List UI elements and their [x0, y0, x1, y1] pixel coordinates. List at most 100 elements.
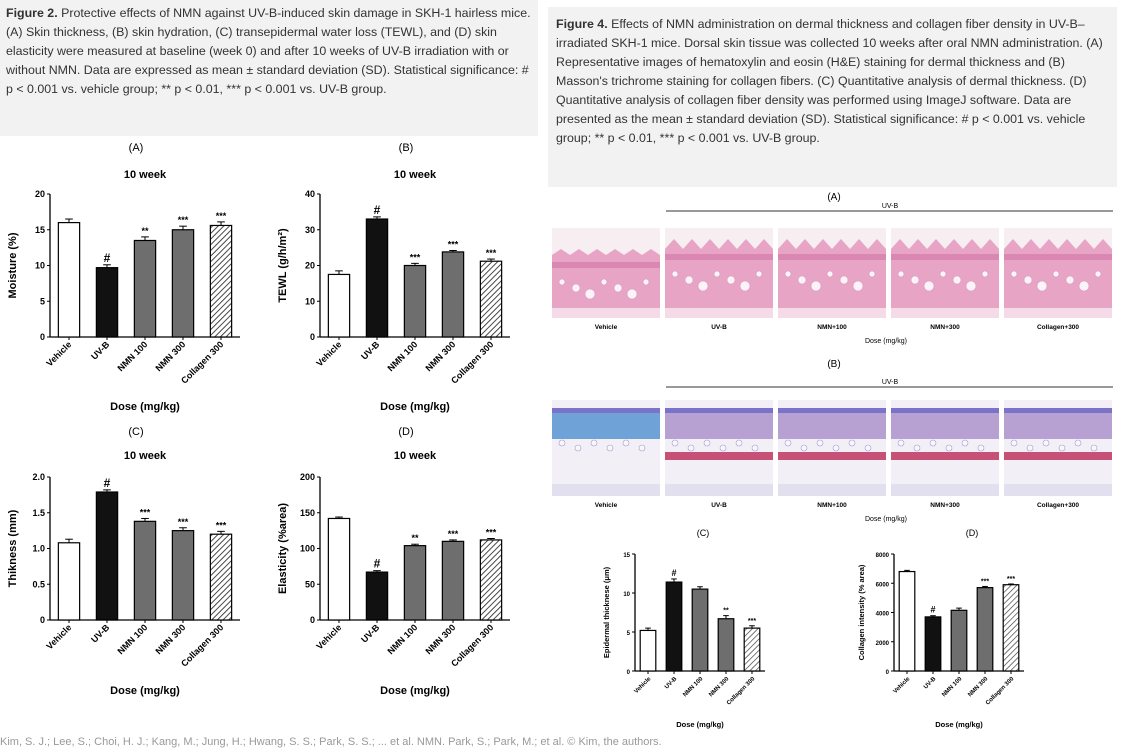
significance-label: # — [930, 605, 935, 615]
y-axis-label: Moisture (%) — [7, 232, 19, 298]
y-tick-label: 10 — [35, 261, 45, 271]
x-axis-label: Dose (mg/kg) — [380, 401, 450, 413]
panel-label: (C) — [128, 426, 143, 438]
x-tick-label: Vehicle — [44, 339, 73, 368]
figure4-panel-d-chart: (D) 0 2000 4000 6000 8000 Collagen intensity (… — [857, 528, 1024, 729]
histology-label: NMN+300 — [930, 324, 960, 331]
significance-label: # — [374, 557, 381, 571]
bar — [403, 264, 427, 338]
y-tick-label: 2.0 — [32, 472, 45, 482]
bar — [57, 221, 81, 338]
bar — [209, 224, 233, 338]
figure2-caption-label: Figure 2. — [6, 6, 58, 20]
x-tick-label: UV-B — [664, 676, 679, 691]
y-tick-label: 20 — [305, 261, 315, 271]
significance-label: *** — [140, 507, 151, 517]
y-axis-label: TEWL (g/h/m²) — [277, 228, 289, 303]
x-tick-label: Collagen 300 — [726, 676, 757, 707]
histo-a-uvb-label: UV-B — [882, 203, 899, 210]
y-tick-label: 5 — [627, 631, 631, 637]
figure4-caption-text: Effects of NMN administration on dermal … — [556, 17, 1103, 145]
figure4-panel-a-histology: (A) UV-B Vehicle UV-B NMN+100 NMN+300 Collag… — [552, 192, 1113, 345]
bar — [639, 629, 657, 672]
bar — [743, 627, 761, 672]
histology-image — [665, 400, 773, 496]
figure4-panel-c-chart: (C) 0 5 10 15 Epidermal thicknese (μm) Vehicle… — [602, 528, 765, 729]
significance-label: *** — [216, 211, 227, 221]
x-tick-label: NMN 100 — [941, 676, 964, 699]
bar — [950, 609, 968, 672]
histology-label: NMN+300 — [930, 502, 960, 509]
x-axis-label: Dose (mg/kg) — [935, 720, 983, 729]
significance-label: *** — [216, 520, 227, 530]
x-axis-label: Dose (mg/kg) — [110, 401, 180, 413]
y-tick-label: 0 — [627, 670, 631, 676]
figure2-panel-a-chart: (A) 10 week 0 5 10 15 20 Moisture (%) Vehicle # UV… — [7, 142, 240, 413]
bar — [133, 239, 157, 338]
x-tick-label: Vehicle — [634, 676, 653, 695]
y-tick-label: 0 — [40, 332, 45, 342]
figure4-caption-label: Figure 4. — [556, 17, 608, 31]
x-tick-label: UV-B — [359, 622, 382, 645]
figure2-panel-b-chart: (B) 10 week 0 10 20 30 40 TEWL (g/h/m²) Vehicle #… — [277, 142, 510, 413]
y-tick-label: 8000 — [876, 553, 890, 559]
y-tick-label: 20 — [35, 189, 45, 199]
bar — [441, 251, 465, 338]
significance-label: *** — [486, 527, 497, 537]
figure2-panel-c-chart: (C) 10 week 0 0.5 1.0 1.5 2.0 Thikness (mm) Vehi… — [7, 426, 240, 697]
y-tick-label: 1.5 — [32, 508, 45, 518]
y-tick-label: 2000 — [876, 641, 890, 647]
y-tick-label: 150 — [300, 508, 315, 518]
significance-label: # — [104, 476, 111, 490]
histology-image — [891, 400, 999, 496]
y-tick-label: 40 — [305, 189, 315, 199]
x-axis-label: Dose (mg/kg) — [380, 685, 450, 697]
significance-label: ** — [411, 533, 419, 543]
bar — [717, 618, 735, 672]
panel-label: (D) — [398, 426, 413, 438]
panel-label: (C) — [697, 528, 710, 538]
significance-label: *** — [448, 239, 459, 249]
histology-image — [891, 228, 999, 318]
bar — [171, 229, 195, 338]
histology-image — [665, 228, 773, 318]
histology-label: Vehicle — [595, 502, 618, 509]
histology-label: Collagen+300 — [1037, 502, 1079, 509]
bar — [479, 260, 503, 338]
histology-image — [778, 228, 886, 318]
y-tick-label: 100 — [300, 544, 315, 554]
histology-image — [1004, 400, 1112, 496]
y-tick-label: 6000 — [876, 582, 890, 588]
significance-label: *** — [178, 215, 189, 225]
bar — [479, 539, 503, 621]
bar — [403, 545, 427, 621]
x-tick-label: NMN 300 — [708, 676, 731, 699]
y-tick-label: 5 — [40, 296, 45, 306]
y-axis-label: Collagen intensity (% area) — [857, 564, 866, 660]
y-tick-label: 0 — [310, 615, 315, 625]
significance-label: ** — [723, 608, 729, 615]
x-tick-label: NMN 300 — [967, 676, 990, 699]
histology-image — [778, 400, 886, 496]
histo-b-letter: (B) — [827, 359, 840, 370]
x-tick-label: Vehicle — [314, 339, 343, 368]
significance-label: # — [104, 251, 111, 265]
y-tick-label: 0 — [886, 670, 890, 676]
bar — [57, 542, 81, 621]
x-axis-label: Dose (mg/kg) — [676, 720, 724, 729]
histology-label: Collagen+300 — [1037, 324, 1079, 331]
figure2-caption-text: Protective effects of NMN against UV-B-i… — [6, 6, 531, 96]
y-axis-label: Thikness (mm) — [7, 509, 19, 587]
significance-label: # — [374, 203, 381, 217]
x-tick-label: Vehicle — [893, 676, 912, 695]
histology-label: UV-B — [711, 502, 727, 509]
x-tick-label: Vehicle — [44, 622, 73, 651]
y-tick-label: 4000 — [876, 612, 890, 618]
bar — [365, 218, 389, 338]
y-axis-label: Epidermal thicknese (μm) — [602, 566, 611, 658]
x-tick-label: UV-B — [359, 339, 382, 362]
bar — [95, 491, 119, 621]
y-tick-label: 1.0 — [32, 544, 45, 554]
bar — [691, 588, 709, 672]
figure4-caption: Figure 4. Effects of NMN administration … — [548, 7, 1117, 187]
